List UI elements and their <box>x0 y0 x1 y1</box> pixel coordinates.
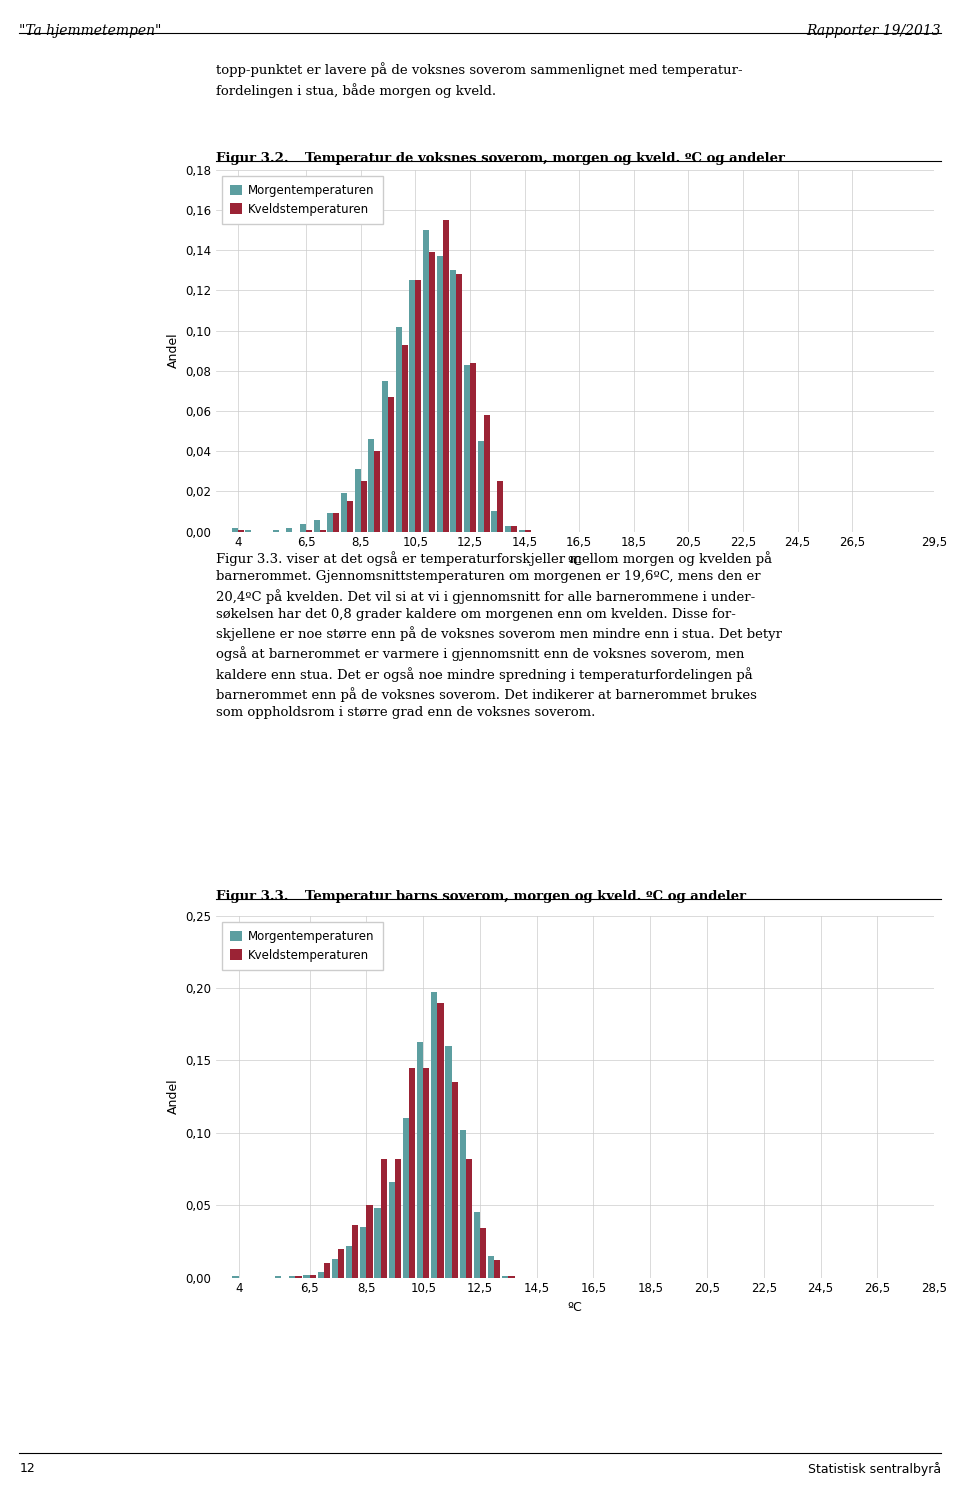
Bar <box>369 439 374 532</box>
Bar <box>374 451 380 532</box>
Bar <box>374 1208 380 1278</box>
Bar <box>360 1227 367 1278</box>
Bar <box>341 493 348 532</box>
Bar <box>303 1275 310 1278</box>
Bar <box>318 1272 324 1278</box>
Text: Figur 3.2.: Figur 3.2. <box>216 152 289 165</box>
Bar <box>488 1255 494 1278</box>
Text: Temperatur barns soverom, morgen og kveld. ºC og andeler: Temperatur barns soverom, morgen og kvel… <box>305 890 747 904</box>
Bar <box>437 256 443 532</box>
Text: Rapporter 19/2013: Rapporter 19/2013 <box>806 24 941 37</box>
Bar <box>382 381 388 532</box>
Bar <box>333 514 340 532</box>
Bar <box>464 365 470 532</box>
Bar <box>445 1045 451 1278</box>
Bar <box>300 524 306 532</box>
Bar <box>473 1212 480 1278</box>
Bar <box>306 530 312 532</box>
Bar <box>273 530 278 532</box>
Bar <box>286 527 293 532</box>
Bar <box>380 1158 387 1278</box>
Bar <box>524 530 531 532</box>
X-axis label: ºC: ºC <box>567 555 583 567</box>
X-axis label: ºC: ºC <box>567 1301 583 1313</box>
Bar <box>470 363 476 532</box>
Bar <box>417 1042 423 1278</box>
Bar <box>238 530 244 532</box>
Bar <box>456 274 463 532</box>
Bar <box>314 520 320 532</box>
Bar <box>477 441 484 532</box>
Bar <box>443 220 448 532</box>
Bar <box>403 1118 409 1278</box>
Bar <box>431 993 438 1278</box>
Bar <box>423 229 429 532</box>
Bar <box>320 530 325 532</box>
Bar <box>416 280 421 532</box>
Bar <box>460 1130 466 1278</box>
Bar <box>409 1068 416 1278</box>
Bar <box>466 1158 472 1278</box>
Bar <box>231 527 238 532</box>
Bar <box>388 398 394 532</box>
Bar <box>332 1258 338 1278</box>
Bar <box>438 1002 444 1278</box>
Text: "Ta hjemmetempen": "Ta hjemmetempen" <box>19 24 161 37</box>
Legend: Morgentemperaturen, Kveldstemperaturen: Morgentemperaturen, Kveldstemperaturen <box>222 922 383 969</box>
Text: Figur 3.3. viser at det også er temperaturforskjeller mellom morgen og kvelden p: Figur 3.3. viser at det også er temperat… <box>216 551 782 719</box>
Text: topp-punktet er lavere på de voksnes soverom sammenlignet med temperatur-
fordel: topp-punktet er lavere på de voksnes sov… <box>216 63 743 98</box>
Bar <box>494 1260 500 1278</box>
Legend: Morgentemperaturen, Kveldstemperaturen: Morgentemperaturen, Kveldstemperaturen <box>222 176 383 223</box>
Bar <box>451 1083 458 1278</box>
Bar <box>354 469 361 532</box>
Text: Temperatur de voksnes soverom, morgen og kveld. ºC og andeler: Temperatur de voksnes soverom, morgen og… <box>305 152 785 165</box>
Bar <box>480 1228 486 1278</box>
Bar <box>511 526 516 532</box>
Bar <box>429 252 435 532</box>
Bar <box>497 481 503 532</box>
Bar <box>327 514 333 532</box>
Bar <box>389 1182 395 1278</box>
Bar <box>484 415 490 532</box>
Bar <box>518 530 524 532</box>
Text: 12: 12 <box>19 1462 35 1476</box>
Bar <box>246 530 252 532</box>
Bar <box>396 326 401 532</box>
Bar <box>367 1205 372 1278</box>
Bar <box>423 1068 429 1278</box>
Text: Statistisk sentralbyrå: Statistisk sentralbyrå <box>807 1462 941 1476</box>
Bar <box>324 1263 330 1278</box>
Bar <box>450 271 456 532</box>
Bar <box>395 1158 401 1278</box>
Bar <box>348 502 353 532</box>
Bar <box>310 1275 316 1278</box>
Bar <box>338 1249 345 1278</box>
Bar <box>346 1246 352 1278</box>
Text: Figur 3.3.: Figur 3.3. <box>216 890 289 904</box>
Bar <box>505 526 511 532</box>
Bar <box>352 1225 358 1278</box>
Bar <box>409 280 416 532</box>
Bar <box>401 344 408 532</box>
Bar <box>492 511 497 532</box>
Y-axis label: Andel: Andel <box>166 334 180 368</box>
Y-axis label: Andel: Andel <box>167 1080 180 1114</box>
Bar <box>361 481 367 532</box>
